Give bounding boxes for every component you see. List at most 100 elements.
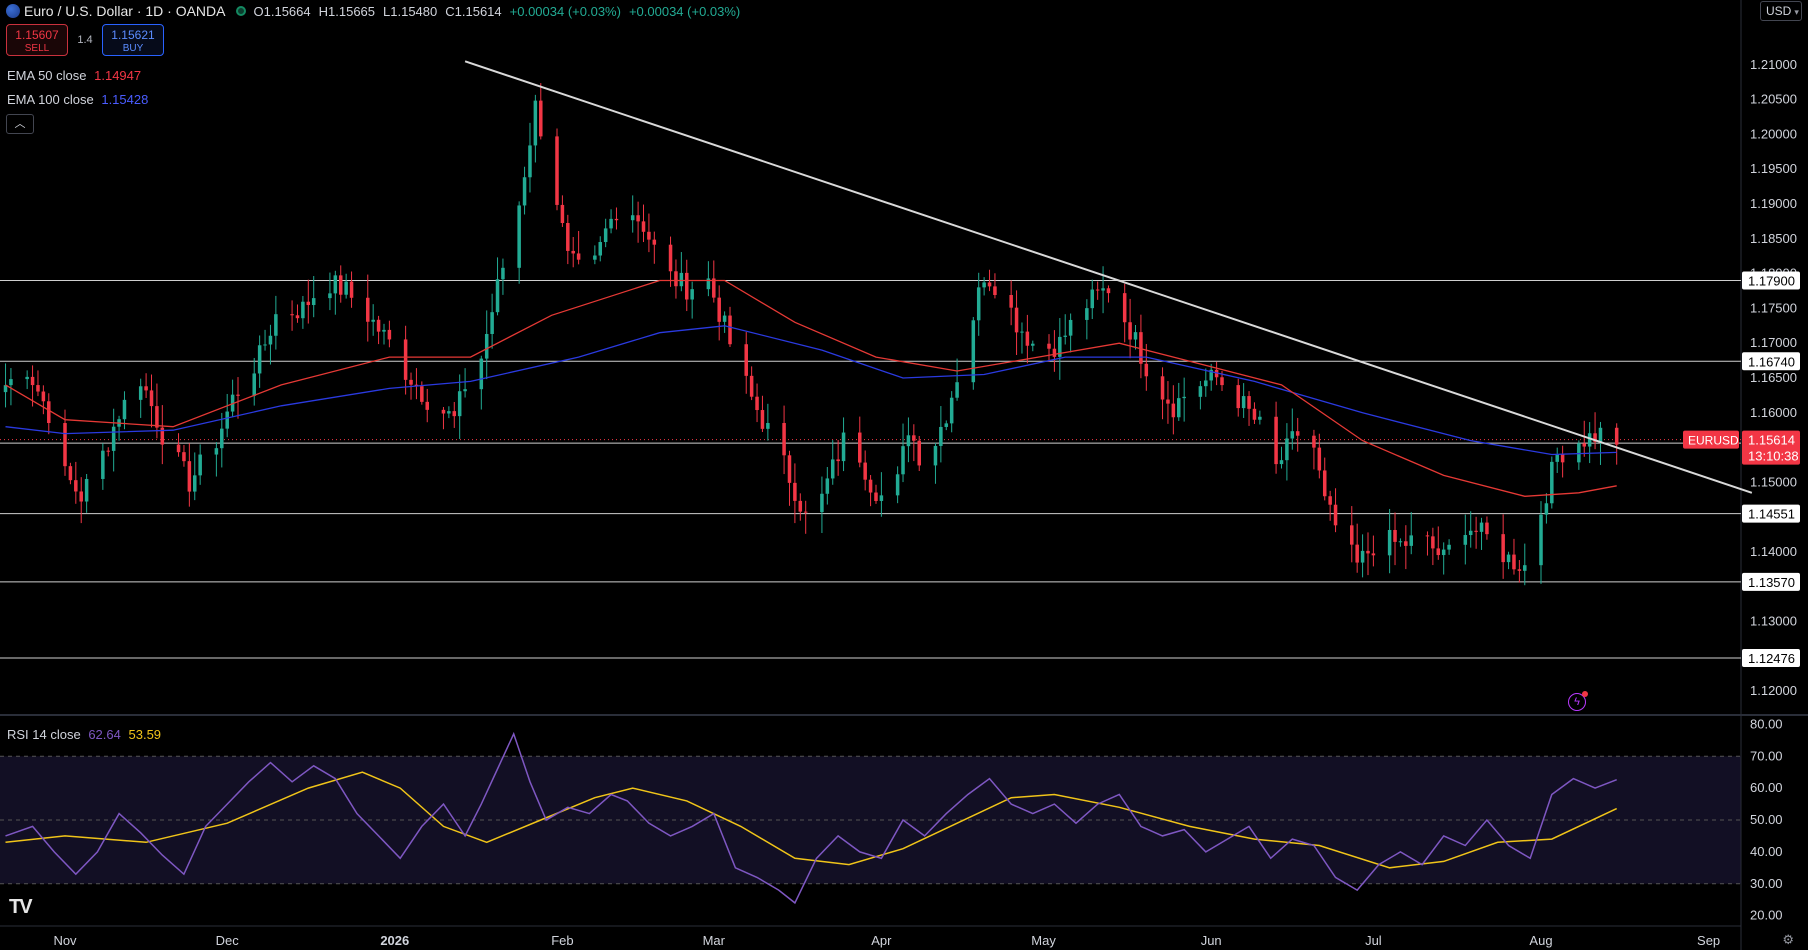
candle-body [820,493,824,513]
candle-body [949,397,954,424]
gear-icon[interactable]: ⚙ [1782,932,1794,947]
candle-body [528,145,532,178]
candle-body [463,389,467,392]
open-value: 1.15664 [263,3,311,19]
candle-body [30,376,35,386]
candle-body [36,385,40,392]
candle-body [1614,427,1619,445]
currency-select-value: USD [1766,4,1792,18]
candle-body [74,480,78,492]
candle-body [68,466,73,481]
level-label-box [1742,504,1800,523]
sell-button[interactable]: 1.15607 SELL [6,24,68,56]
rsi-legend[interactable]: RSI 14 close 62.64 53.59 [7,727,161,742]
close-value: 1.15614 [454,3,502,19]
price-tick-label: 1.13000 [1750,614,1797,629]
candle-body [420,386,424,402]
candle-body [1014,307,1019,333]
ema50-value: 1.14947 [94,68,142,83]
candle-body [1393,529,1397,542]
candle-body [879,495,884,501]
candle-body [1052,348,1057,357]
buy-button[interactable]: 1.15621 BUY [102,24,164,56]
candle-body [1025,331,1030,346]
candle-body [917,440,921,466]
rsi-ma-value: 53.59 [128,727,162,742]
sell-price: 1.15607 [15,28,59,42]
candle-body [782,423,786,456]
symbol-title[interactable]: Euro / U.S. Dollar · 1D · OANDA [24,3,226,19]
candle-body [895,474,900,496]
buy-label: BUY [122,43,144,54]
candle-body [1209,369,1213,381]
candle-body [371,319,375,322]
candle-body [668,244,673,272]
candle-body [1171,403,1176,418]
candle-body [1333,504,1338,526]
candle-body [793,482,797,501]
trendline [464,60,1753,494]
ema100-legend[interactable]: EMA 100 close 1.15428 [7,92,148,107]
candle-body [690,289,694,300]
ema50-legend[interactable]: EMA 50 close 1.14947 [7,68,141,83]
candle-body [1312,435,1316,448]
candle-body [295,315,300,319]
candle-body [447,411,451,414]
last-price-label: 1.15614 [1748,433,1795,448]
open-label: O [253,3,264,19]
market-status-icon[interactable] [235,6,246,16]
rsi-tick-label: 70.00 [1750,748,1783,763]
price-tick-label: 1.17500 [1750,300,1797,315]
candle-body [1182,396,1186,399]
candle-body [149,390,154,407]
candle-body [933,445,938,466]
candle-body [560,204,565,224]
candle-body [333,275,338,294]
candle-body [1241,396,1246,409]
candle-body [403,339,408,380]
candle-body [1355,544,1359,563]
candle-body [630,215,635,221]
candle-body [1360,550,1365,563]
candle-body [598,242,603,256]
candle-body [1279,460,1284,465]
collapse-chevron-icon[interactable]: ︿ [6,114,34,134]
candle-body [712,278,716,298]
level-label: 1.12476 [1748,651,1795,666]
price-tick-label: 1.20000 [1750,126,1797,141]
rsi-tick-label: 20.00 [1750,908,1783,923]
chevron-down-icon: ▾ [1794,7,1799,17]
candle-body [863,462,867,480]
tradingview-logo-icon[interactable]: TV [9,896,33,918]
candle-body [976,287,981,321]
time-tick-label: Feb [551,933,573,948]
candle-body [328,293,332,299]
candle-body [225,411,229,429]
candle-body [1058,336,1062,357]
price-tick-label: 1.20500 [1750,92,1797,107]
candle-body [301,301,305,319]
candle-body [1463,535,1468,545]
candle-body [1517,569,1522,571]
high-value: 1.15665 [328,3,376,19]
candle-body [1371,553,1376,556]
change-value: +0.00034 (+0.03%) [509,3,621,19]
lightning-icon[interactable]: ϟ [1568,691,1588,711]
candle-body [106,450,111,452]
currency-select[interactable]: USD ▾ [1760,1,1802,21]
candle-body [193,475,197,492]
low-value: 1.15480 [390,3,438,19]
candle-body [441,409,446,414]
candle-body [138,386,143,400]
candle-body [1020,331,1024,333]
rsi-label: RSI 14 close [7,727,81,742]
candle-body [685,272,689,300]
candle-body [1047,343,1051,349]
time-tick-label: Jun [1201,933,1222,948]
candle-body [274,314,278,336]
candle-body [841,432,846,462]
candle-body [1220,377,1224,386]
last-price-box [1742,430,1800,465]
candle-body [1431,536,1435,549]
